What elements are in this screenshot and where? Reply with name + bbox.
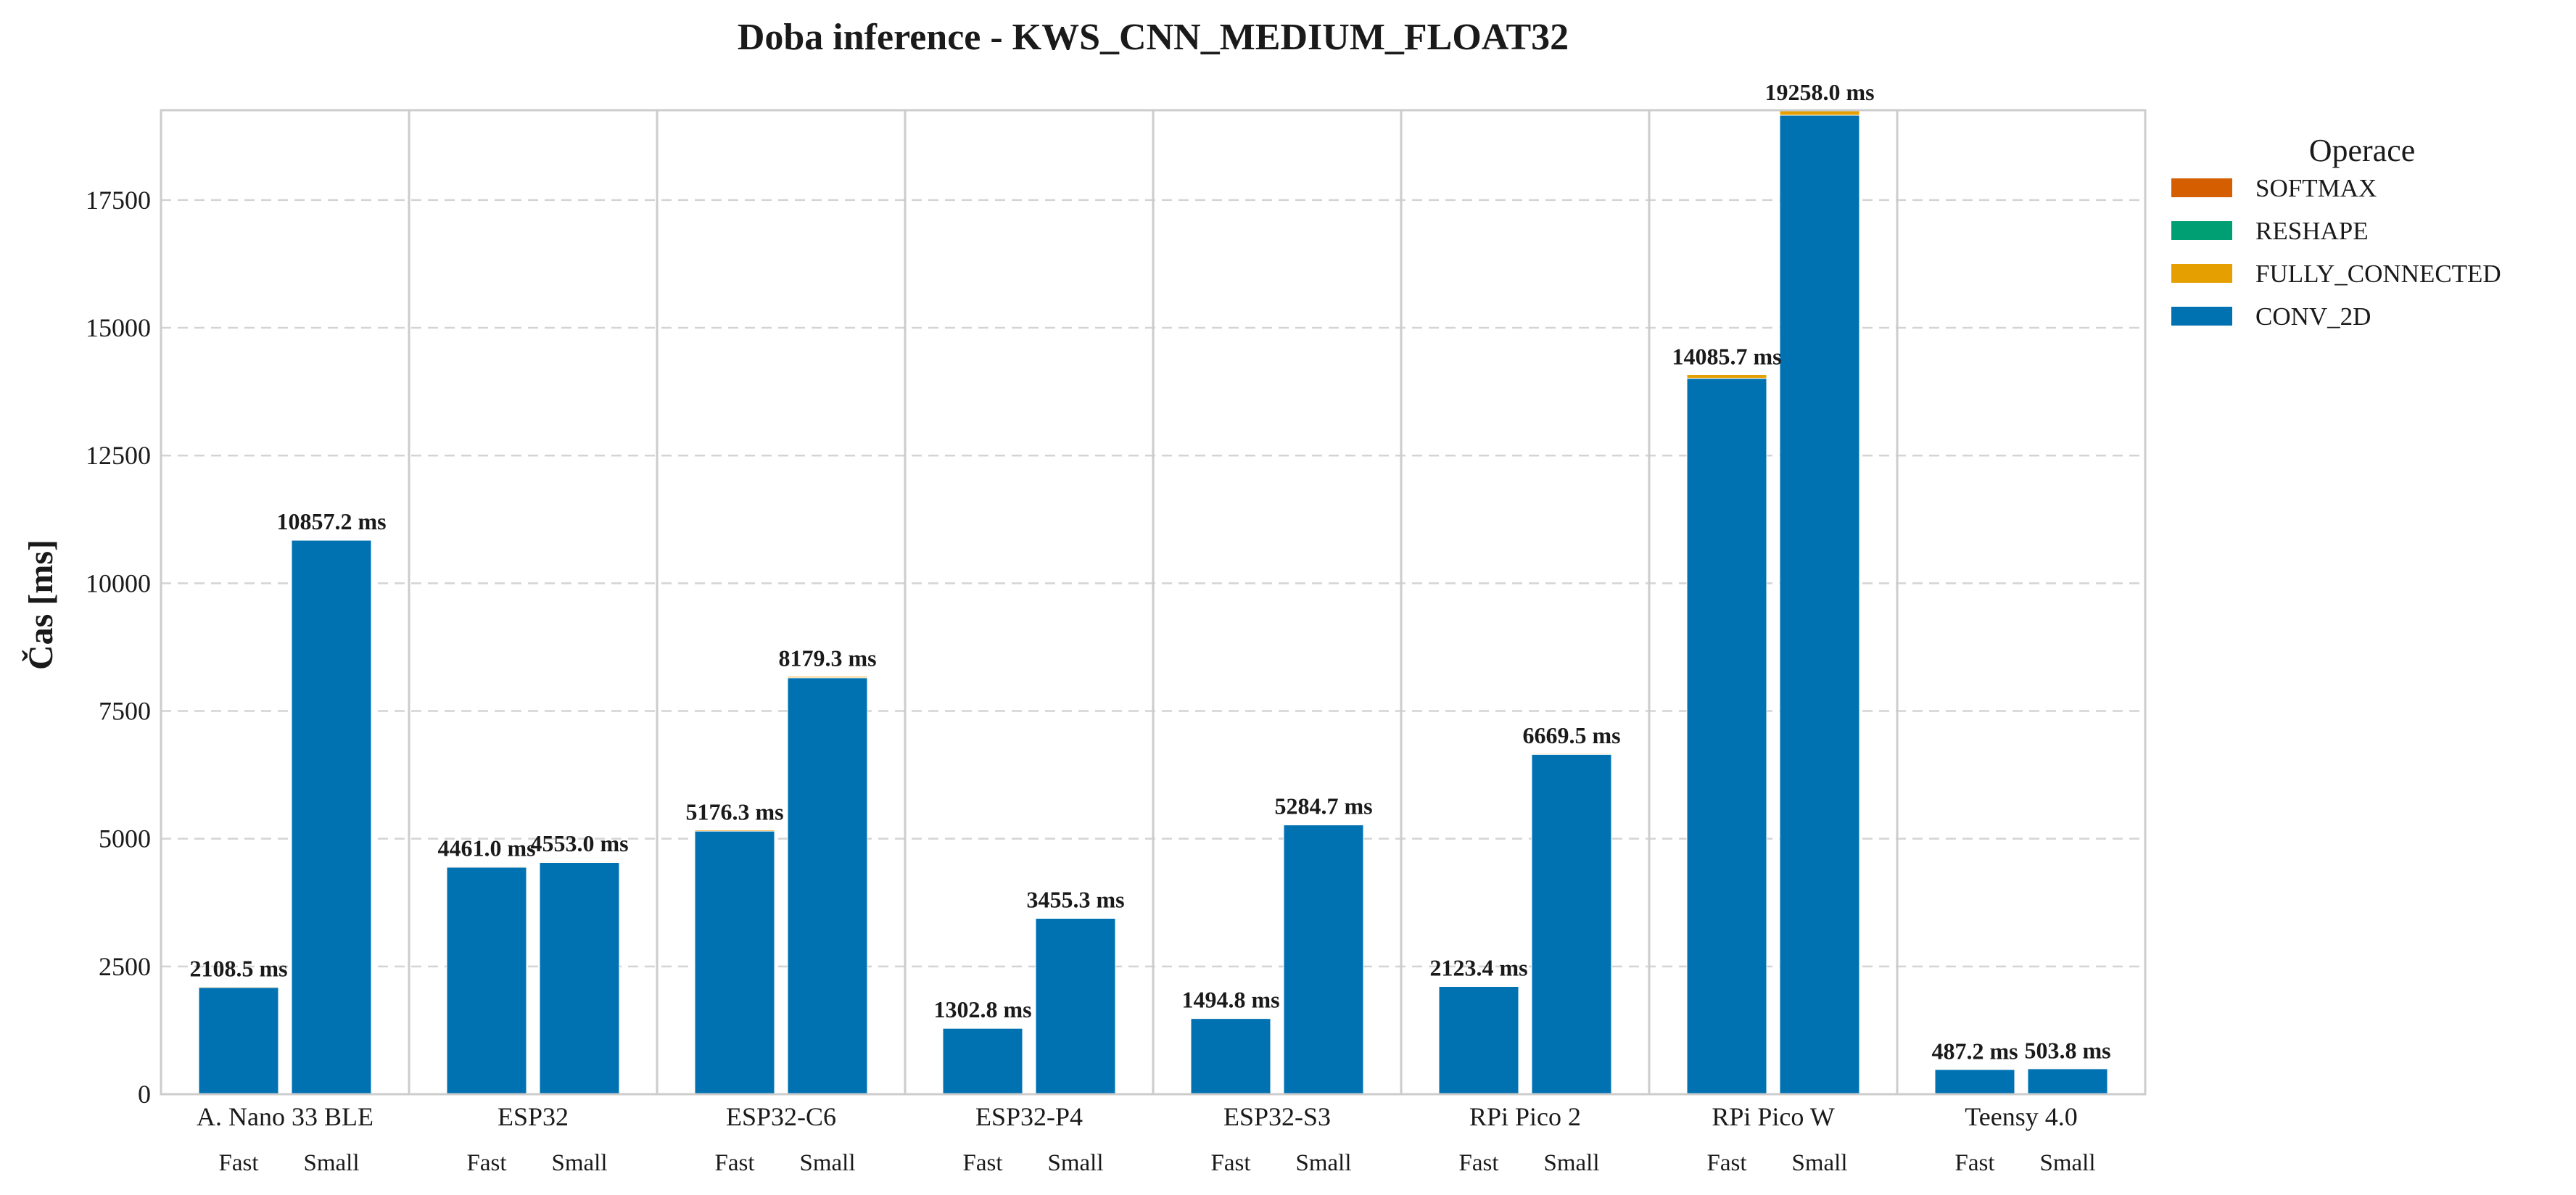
x-subtick-label: Fast xyxy=(962,1150,1002,1176)
y-tick-label: 15000 xyxy=(86,313,151,342)
legend-swatch xyxy=(2171,264,2232,283)
bar-total-label: 1494.8 ms xyxy=(1181,987,1279,1013)
bar-segment xyxy=(291,539,372,1095)
legend-swatch xyxy=(2171,307,2232,326)
x-subtick-label: Small xyxy=(799,1150,855,1176)
x-subtick-label: Small xyxy=(1047,1150,1103,1176)
bar-total-label: 487.2 ms xyxy=(1931,1038,2018,1064)
bar-total-label: 10857.2 ms xyxy=(276,508,386,534)
legend-label: CONV_2D xyxy=(2255,302,2371,331)
y-tick-label: 7500 xyxy=(99,697,151,726)
x-subtick-label: Fast xyxy=(714,1150,754,1176)
x-subtick-label: Small xyxy=(1295,1150,1351,1176)
bar-total-label: 3455.3 ms xyxy=(1026,887,1124,913)
legend-title: Operace xyxy=(2309,133,2416,168)
x-tick-label: ESP32-P4 xyxy=(975,1102,1083,1131)
legend-swatch xyxy=(2171,221,2232,240)
bar-segment xyxy=(1190,1018,1271,1095)
x-tick-label: Teensy 4.0 xyxy=(1965,1102,2077,1131)
bar-total-label: 2123.4 ms xyxy=(1429,954,1527,980)
labels-layer: 0 2500 5000 7500 10000 12500 15000 17500 A. Nano… xyxy=(86,79,2111,1176)
bar-segment xyxy=(1438,985,1519,1095)
bar-total-label: 5176.3 ms xyxy=(685,798,783,824)
x-tick-label: ESP32 xyxy=(498,1102,569,1131)
x-tick-label: ESP32-C6 xyxy=(726,1102,836,1131)
chart-title: Doba inference - KWS_CNN_MEDIUM_FLOAT32 xyxy=(738,17,1569,58)
x-subtick-label: Fast xyxy=(1210,1150,1250,1176)
bar-total-label: 2108.5 ms xyxy=(189,955,287,981)
bar-total-label: 8179.3 ms xyxy=(778,645,876,671)
bar-segment xyxy=(198,987,279,1095)
x-subtick-label: Fast xyxy=(218,1150,258,1176)
bar-total-label: 6669.5 ms xyxy=(1522,722,1620,748)
bar-total-label: 5284.7 ms xyxy=(1274,793,1372,819)
bar-segment xyxy=(942,1027,1023,1095)
x-subtick-label: Fast xyxy=(466,1150,506,1176)
bars-layer xyxy=(198,109,2108,1095)
x-tick-label: RPi Pico W xyxy=(1712,1102,1834,1131)
x-subtick-label: Fast xyxy=(1458,1150,1498,1176)
x-subtick-label: Fast xyxy=(1954,1150,1994,1176)
y-tick-label: 2500 xyxy=(99,952,151,981)
y-tick-label: 10000 xyxy=(86,568,151,598)
bar-segment xyxy=(539,861,620,1095)
legend-label: FULLY_CONNECTED xyxy=(2255,260,2501,288)
bar-total-label: 1302.8 ms xyxy=(933,996,1031,1022)
bar-segment xyxy=(694,830,775,1095)
y-tick-label: 5000 xyxy=(99,824,151,853)
plot-frame xyxy=(160,109,2147,1096)
x-subtick-label: Fast xyxy=(1706,1150,1746,1176)
bar-segment xyxy=(2027,1068,2108,1095)
x-subtick-label: Small xyxy=(1791,1150,1847,1176)
bar-total-label: 4461.0 ms xyxy=(437,835,535,861)
x-subtick-label: Small xyxy=(303,1150,359,1176)
legend-label: RESHAPE xyxy=(2255,217,2369,245)
x-tick-label: A. Nano 33 BLE xyxy=(197,1102,373,1131)
y-tick-label: 12500 xyxy=(86,441,151,470)
bar-segment xyxy=(1531,753,1612,1095)
y-tick-label: 17500 xyxy=(86,186,151,215)
bar-total-label: 4553.0 ms xyxy=(530,830,628,856)
bar-segment xyxy=(446,867,527,1095)
bar-segment xyxy=(787,677,868,1095)
legend-swatch xyxy=(2171,178,2232,197)
bar-segment xyxy=(1686,373,1767,379)
x-subtick-label: Small xyxy=(551,1150,607,1176)
x-subtick-label: Small xyxy=(2039,1150,2095,1176)
legend-label: SOFTMAX xyxy=(2255,174,2377,202)
bar-total-label: 503.8 ms xyxy=(2024,1038,2110,1064)
bar-segment xyxy=(1686,378,1767,1095)
x-tick-label: RPi Pico 2 xyxy=(1469,1102,1581,1131)
bar-segment xyxy=(1035,917,1116,1095)
bar-segment xyxy=(1934,1069,2015,1095)
bar-segment xyxy=(1779,115,1860,1095)
y-tick-label: 0 xyxy=(138,1080,151,1109)
bar-segment xyxy=(1283,824,1364,1095)
x-subtick-label: Small xyxy=(1543,1150,1599,1176)
legend: Operace SOFTMAX RESHAPE FULLY_CONNECTED CON… xyxy=(2171,133,2501,331)
bar-total-label: 19258.0 ms xyxy=(1764,79,1874,105)
bar-total-label: 14085.7 ms xyxy=(1672,343,1781,369)
x-tick-label: ESP32-S3 xyxy=(1223,1102,1331,1131)
y-axis-label: Čas [ms] xyxy=(21,539,60,670)
